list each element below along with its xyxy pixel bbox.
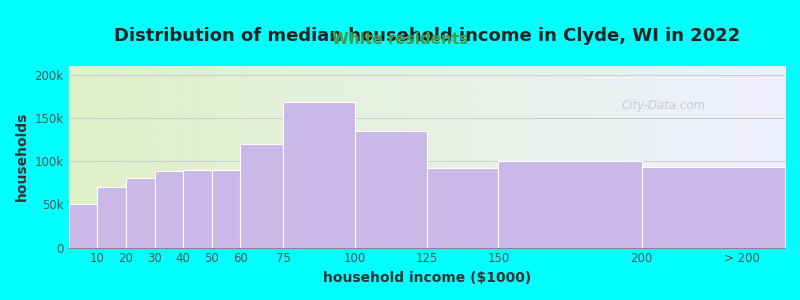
Bar	[498, 161, 642, 248]
Text: White residents: White residents	[332, 32, 468, 46]
Bar	[642, 167, 785, 248]
Bar	[426, 168, 498, 248]
Bar	[241, 144, 283, 248]
Text: City-Data.com: City-Data.com	[621, 99, 706, 112]
Bar	[126, 178, 154, 248]
Bar	[69, 204, 98, 248]
Bar	[98, 187, 126, 247]
Bar	[212, 170, 241, 248]
Y-axis label: households: households	[15, 112, 29, 202]
Title: Distribution of median household income in Clyde, WI in 2022: Distribution of median household income …	[114, 27, 740, 45]
Bar	[183, 170, 212, 248]
Bar	[355, 131, 426, 248]
X-axis label: household income ($1000): household income ($1000)	[322, 271, 531, 285]
Bar	[154, 172, 183, 248]
Bar	[283, 102, 355, 248]
